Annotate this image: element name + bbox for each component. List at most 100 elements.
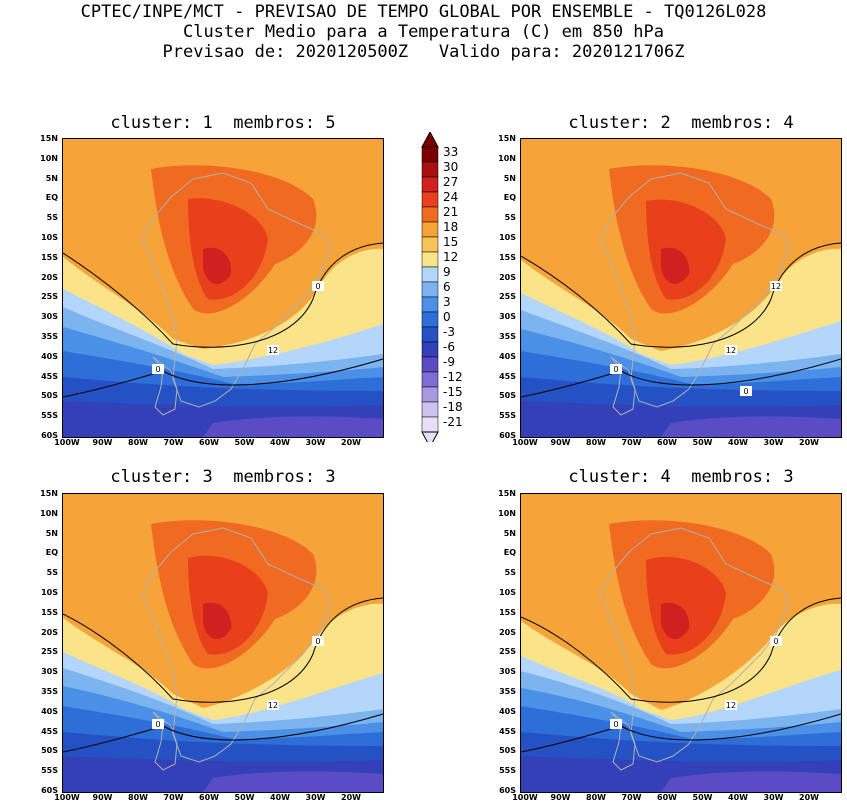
colorbar-label: 33	[443, 145, 459, 159]
coastline	[142, 172, 332, 408]
panel-2-map: 12 12 0 0	[520, 138, 842, 438]
contour-label: 12	[726, 701, 736, 710]
panel-1-title: cluster: 1 membros: 5	[110, 113, 336, 133]
contour-label: 0	[315, 637, 320, 646]
longitude-label: 30W	[305, 793, 326, 802]
longitude-label: 40W	[728, 438, 748, 447]
latitude-label: 10S	[499, 588, 516, 597]
colorbar-label: 6	[443, 280, 451, 294]
longitude-label: 50W	[234, 793, 255, 802]
latitude-label: 60S	[41, 431, 58, 440]
temperature-field: 12 0 0	[63, 139, 383, 437]
colorbar-swatch	[421, 191, 439, 208]
latitude-label: 15S	[41, 252, 58, 262]
colorbar-swatch	[421, 311, 439, 328]
longitude-label: 80W	[128, 438, 148, 447]
colorbar-swatch	[421, 401, 439, 418]
longitude-label: 80W	[586, 438, 606, 447]
field-27	[203, 247, 232, 285]
contour-label-box	[770, 281, 782, 291]
latitude-label: 30S	[499, 667, 516, 677]
latitude-label: 10S	[499, 233, 516, 242]
colorbar-swatch	[421, 371, 439, 388]
latitude-label: 15N	[498, 134, 516, 143]
latitude-label: 15S	[41, 607, 58, 617]
longitude-label: 50W	[692, 793, 713, 802]
colorbar-label: 12	[443, 250, 459, 264]
longitude-label: 40W	[270, 438, 290, 447]
colorbar-swatch	[421, 146, 439, 163]
colorbar-swatch	[421, 386, 439, 403]
longitude-label: 30W	[763, 793, 784, 802]
latitude-label: 40S	[499, 706, 516, 716]
colorbar-swatch	[421, 296, 439, 313]
contour-label: 0	[315, 282, 320, 291]
field-m9	[661, 771, 841, 792]
latitude-label: 45S	[499, 726, 516, 736]
latitude-label: 20S	[41, 627, 58, 637]
patagonia-coast	[152, 711, 178, 771]
latitude-label: 45S	[41, 371, 58, 381]
colorbar-swatch	[421, 221, 439, 238]
contour-label-box	[312, 636, 324, 646]
longitude-label: 60W	[199, 438, 219, 447]
longitude-label: 50W	[234, 438, 255, 447]
latitude-label: 15S	[499, 252, 516, 262]
latitude-label: 30S	[41, 312, 58, 322]
colorbar-bottom-arrow	[421, 431, 439, 442]
contour-label-box	[740, 386, 752, 396]
contour-label: 0	[773, 637, 778, 646]
contour-label-box	[725, 700, 737, 710]
longitude-label: 100W	[54, 793, 80, 802]
contour-label: 0	[743, 387, 748, 396]
contour-label-box	[725, 345, 737, 355]
contour-label: 12	[268, 346, 278, 355]
colorbar-swatch	[421, 281, 439, 298]
longitude-label: 20W	[799, 438, 819, 447]
longitude-label: 80W	[586, 793, 606, 802]
panel-3-map: 12 0 0	[62, 493, 384, 793]
colorbar-label: -6	[443, 340, 455, 354]
panel-1-map: 12 0 0	[62, 138, 384, 438]
colorbar-label: 15	[443, 235, 459, 249]
longitude-label: 90W	[550, 793, 571, 802]
latitude-label: 30S	[41, 667, 58, 677]
latitude-label: 5S	[46, 568, 58, 578]
colorbar-label: -15	[443, 385, 463, 399]
isoline-12	[63, 242, 383, 348]
field-27	[661, 247, 690, 285]
colorbar	[421, 132, 439, 442]
figure-title-line1: CPTEC/INPE/MCT - PREVISAO DE TEMPO GLOBA…	[80, 2, 767, 22]
latitude-label: 55S	[41, 411, 58, 421]
contour-label: 12	[726, 346, 736, 355]
patagonia-coast	[610, 356, 636, 416]
longitude-label: 90W	[92, 438, 113, 447]
colorbar-swatch	[421, 206, 439, 223]
longitude-label: 60W	[657, 793, 677, 802]
temperature-field: 12 0 0	[63, 494, 383, 792]
contour-label-box	[770, 636, 782, 646]
field-27	[661, 602, 690, 640]
longitude-label: 70W	[621, 438, 642, 447]
latitude-label: 45S	[499, 371, 516, 381]
latitude-label: 10N	[498, 508, 516, 518]
latitude-label: 20S	[41, 272, 58, 282]
latitude-label: 60S	[499, 431, 516, 440]
longitude-label: 50W	[692, 438, 713, 447]
patagonia-coast	[610, 711, 636, 771]
isoline-12	[63, 597, 383, 703]
contour-label-box	[267, 700, 279, 710]
isoline-0	[521, 713, 841, 753]
latitude-label: 5S	[46, 213, 58, 223]
isoline-12	[521, 597, 841, 703]
colorbar-label: -18	[443, 400, 463, 414]
latitude-label: 10S	[41, 588, 58, 597]
contour-label: 0	[155, 720, 160, 729]
colorbar-label: -3	[443, 325, 455, 339]
colorbar-label: 0	[443, 310, 451, 324]
longitude-label: 30W	[763, 438, 784, 447]
longitude-label: 30W	[305, 438, 326, 447]
colorbar-label: 24	[443, 190, 459, 204]
field-m9	[203, 771, 383, 792]
figure-title-line3: Previsao de: 2020120500Z Valido para: 20…	[162, 42, 685, 62]
